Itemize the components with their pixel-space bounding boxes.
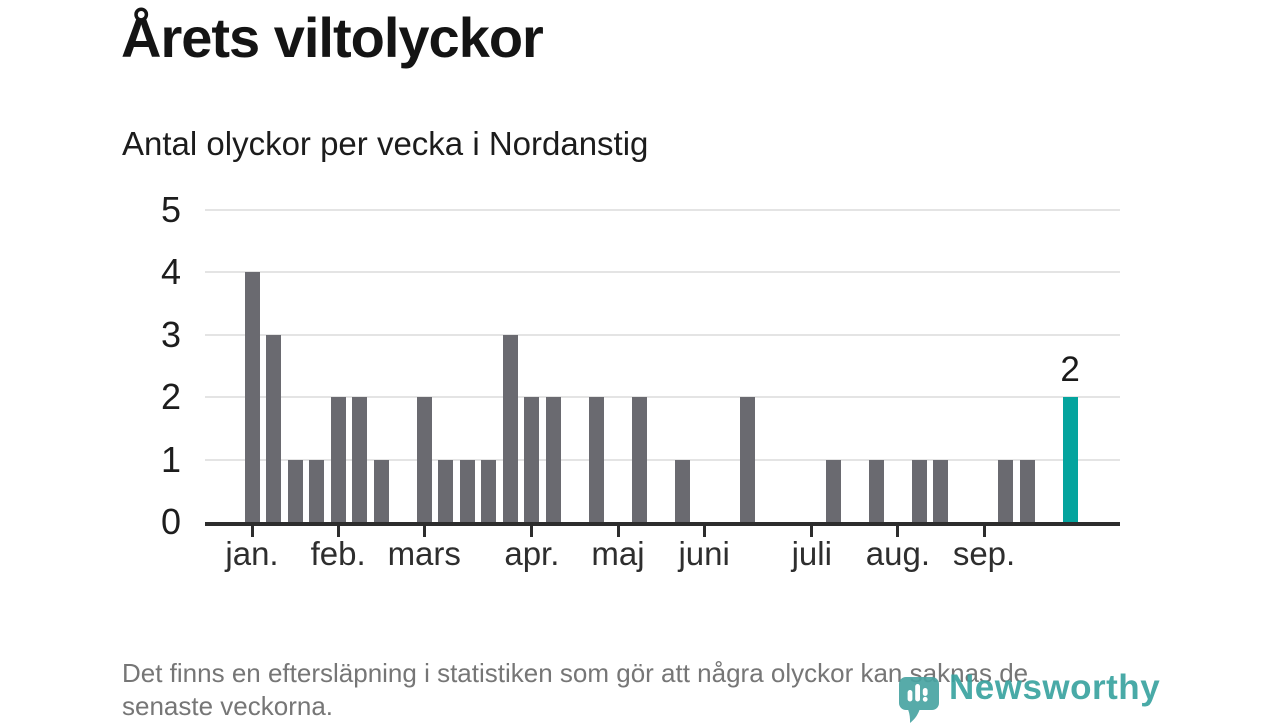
y-axis-label-5: 5 (160, 189, 181, 230)
x-tick-label-juni: juni (678, 535, 730, 572)
bar-chart: 2 0 1 2 3 4 5 jan. feb. mars apr. maj juni juli aug. s… (161, 192, 1120, 590)
bar-week-3 (287, 459, 303, 522)
bar-week-28 (825, 459, 841, 522)
bar-week-21 (675, 459, 691, 522)
y-axis-label-3: 3 (160, 313, 181, 355)
bar-week-10 (438, 459, 454, 522)
x-tick-jan (250, 526, 254, 537)
chart-subtitle: Antal olyckor per vecka i Nordanstig (122, 125, 649, 162)
x-tick-mars (422, 526, 426, 537)
grid-line-5 (205, 209, 1120, 211)
bar-value-label: 2 (1060, 350, 1080, 390)
bar-week-11 (459, 459, 475, 522)
newsworthy-logo: Newsworthy (899, 666, 1160, 723)
x-tick-feb (336, 526, 340, 537)
x-tick-apr (530, 526, 534, 537)
x-tick-juli (810, 526, 814, 537)
bar-chart-speech-bubble-icon (899, 677, 939, 723)
x-tick-label-juli: juli (791, 535, 832, 572)
y-axis-label-4: 4 (160, 251, 181, 293)
grid-line-4 (205, 271, 1120, 274)
newsworthy-logo-text: Newsworthy (949, 668, 1161, 707)
page-title: Årets viltolyckor (121, 6, 544, 69)
y-axis-label-1: 1 (160, 438, 181, 480)
grid-line-2 (205, 396, 1120, 399)
x-tick-sep (982, 526, 986, 537)
bar-week-24 (739, 397, 755, 522)
bar-week-9 (416, 397, 432, 522)
x-tick-label-maj: maj (591, 535, 645, 572)
bar-week-4 (309, 459, 325, 522)
bar-week-33 (933, 459, 949, 522)
bar-week-39-highlighted (1062, 397, 1078, 522)
grid-line-3 (205, 333, 1120, 336)
bar-week-6 (352, 397, 368, 522)
x-tick-label-feb: feb. (310, 535, 366, 572)
bar-week-2 (266, 334, 282, 522)
bar-week-12 (481, 459, 497, 522)
x-tick-juni (702, 526, 706, 537)
footer-note: Det finns en eftersläpning i statistiken… (122, 657, 1028, 723)
bar-week-37 (1019, 459, 1035, 522)
x-tick-label-mars: mars (387, 535, 461, 572)
bar-week-1 (244, 272, 260, 522)
bar-week-7 (373, 459, 389, 522)
bar-week-5 (330, 397, 346, 522)
bar-week-36 (998, 459, 1014, 522)
y-axis-label-0: 0 (160, 501, 181, 542)
x-tick-label-apr: apr. (504, 535, 560, 572)
bar-week-17 (588, 397, 604, 522)
bar-week-19 (632, 397, 648, 522)
footer-note-line2: senaste veckorna. (122, 691, 334, 721)
bar-week-15 (545, 397, 561, 522)
x-tick-label-aug: aug. (865, 535, 930, 572)
x-tick-aug (896, 526, 900, 537)
bar-week-30 (868, 459, 884, 522)
x-tick-label-sep: sep. (952, 535, 1016, 572)
footer-note-line1: Det finns en eftersläpning i statistiken… (122, 658, 1029, 688)
bar-week-32 (911, 459, 927, 522)
x-tick-label-jan: jan. (225, 535, 279, 572)
grid-line-1 (205, 458, 1120, 461)
bar-week-14 (524, 397, 540, 522)
plot-area: 2 (205, 209, 1120, 526)
y-axis-label-2: 2 (160, 376, 181, 418)
x-tick-maj (616, 526, 620, 537)
bar-week-13 (502, 334, 518, 522)
